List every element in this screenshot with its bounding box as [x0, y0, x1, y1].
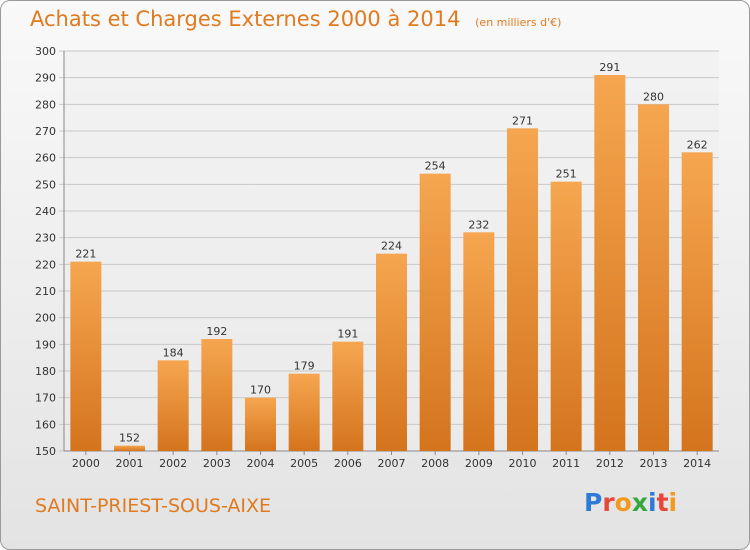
- bar-value-label: 152: [119, 432, 140, 445]
- bar-value-label: 192: [206, 325, 227, 338]
- bar-value-label: 291: [599, 61, 620, 74]
- logo-letter: t: [656, 488, 669, 517]
- bar: [507, 128, 538, 451]
- bar: [201, 339, 233, 451]
- bar: [332, 341, 364, 451]
- x-tick-label: 2000: [72, 457, 100, 470]
- logo-letter: i: [648, 488, 657, 517]
- bar: [288, 373, 320, 451]
- logo-letter: x: [631, 488, 648, 517]
- logo-letter: o: [614, 488, 632, 517]
- bar-value-label: 179: [294, 360, 315, 373]
- bar-value-label: 254: [425, 160, 446, 173]
- x-tick-label: 2006: [334, 457, 362, 470]
- y-tick-label: 290: [35, 72, 56, 85]
- y-tick-label: 230: [35, 232, 56, 245]
- place-name: SAINT-PRIEST-SOUS-AIXE: [35, 495, 272, 517]
- y-tick-label: 300: [35, 45, 56, 58]
- bar-value-label: 191: [337, 328, 358, 341]
- bar-value-label: 262: [687, 138, 708, 151]
- x-tick-label: 2012: [596, 457, 624, 470]
- x-tick-label: 2001: [116, 457, 144, 470]
- x-tick-label: 2007: [378, 457, 406, 470]
- y-tick-label: 220: [35, 258, 56, 271]
- bar: [681, 152, 713, 452]
- x-tick-label: 2003: [203, 457, 231, 470]
- x-tick-label: 2004: [247, 457, 275, 470]
- title-unit: (en milliers d'€): [475, 16, 562, 29]
- bar-value-label: 221: [75, 248, 96, 261]
- x-tick-label: 2008: [421, 457, 449, 470]
- proxiti-logo: Proxiti: [584, 488, 677, 517]
- chart-title: Achats et Charges Externes 2000 à 2014 (…: [30, 7, 561, 31]
- bar-value-label: 251: [556, 168, 577, 181]
- y-tick-label: 280: [35, 98, 56, 111]
- bar: [463, 232, 495, 451]
- bar: [550, 181, 582, 451]
- y-tick-label: 150: [35, 445, 56, 458]
- x-tick-label: 2013: [640, 457, 668, 470]
- bar-value-label: 280: [643, 90, 664, 103]
- bar-value-label: 232: [468, 218, 489, 231]
- bar: [638, 104, 669, 451]
- x-tick-label: 2009: [465, 457, 493, 470]
- y-tick-label: 260: [35, 152, 56, 165]
- y-tick-label: 270: [35, 125, 56, 138]
- bar: [70, 261, 102, 451]
- x-tick-label: 2002: [159, 457, 187, 470]
- y-tick-label: 200: [35, 312, 56, 325]
- y-tick-label: 160: [35, 418, 56, 431]
- y-tick-label: 170: [35, 392, 56, 405]
- bar-value-label: 224: [381, 240, 402, 253]
- y-tick-label: 240: [35, 205, 56, 218]
- logo-letter: P: [584, 488, 603, 517]
- title-text: Achats et Charges Externes 2000 à 2014: [30, 7, 461, 31]
- bar: [114, 445, 145, 451]
- bar: [376, 253, 407, 451]
- y-tick-label: 180: [35, 365, 56, 378]
- x-tick-label: 2011: [552, 457, 580, 470]
- bar: [419, 173, 451, 451]
- x-tick-label: 2005: [290, 457, 318, 470]
- y-tick-label: 210: [35, 285, 56, 298]
- bar: [157, 360, 189, 451]
- bar-value-label: 271: [512, 114, 533, 127]
- bar-value-label: 170: [250, 384, 271, 397]
- logo-letter: r: [602, 488, 615, 517]
- bar-value-label: 184: [163, 346, 184, 359]
- bar: [594, 75, 626, 451]
- logo-letter: i: [668, 488, 678, 517]
- x-tick-label: 2010: [509, 457, 537, 470]
- y-tick-label: 190: [35, 338, 56, 351]
- x-tick-label: 2014: [683, 457, 711, 470]
- y-tick-label: 250: [35, 178, 56, 191]
- bar: [245, 397, 276, 451]
